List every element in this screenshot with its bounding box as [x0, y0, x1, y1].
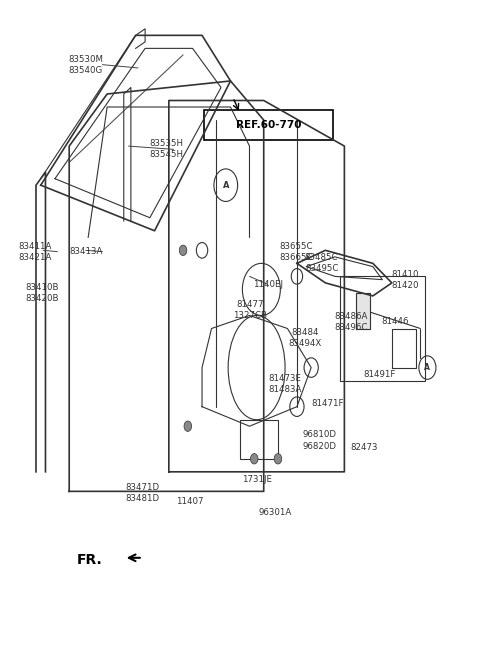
Text: 83413A: 83413A — [69, 247, 103, 256]
Text: 83471D
83481D: 83471D 83481D — [126, 483, 160, 503]
Circle shape — [274, 453, 282, 464]
Circle shape — [184, 421, 192, 432]
Text: 83530M
83540G: 83530M 83540G — [68, 55, 103, 75]
Text: 81471F: 81471F — [312, 399, 344, 408]
Text: 96810D
96820D: 96810D 96820D — [303, 430, 336, 451]
Text: 1140EJ: 1140EJ — [252, 280, 283, 288]
Circle shape — [251, 453, 258, 464]
Text: FR.: FR. — [76, 553, 102, 567]
Text: 83486A
83496C: 83486A 83496C — [335, 312, 368, 332]
Text: 81491F: 81491F — [364, 370, 396, 378]
Text: 96301A: 96301A — [259, 508, 292, 516]
Text: 81477
1327CB: 81477 1327CB — [233, 300, 267, 321]
Text: 83485C
83495C: 83485C 83495C — [305, 254, 338, 273]
Text: 83410B
83420B: 83410B 83420B — [25, 283, 59, 303]
Text: 11407: 11407 — [177, 497, 204, 506]
Text: 83655C
83665C: 83655C 83665C — [279, 242, 313, 261]
Text: 81473E
81483A: 81473E 81483A — [268, 374, 302, 394]
Text: A: A — [223, 181, 229, 190]
Text: 83535H
83545H: 83535H 83545H — [149, 139, 183, 160]
Text: 83411A
83421A: 83411A 83421A — [18, 242, 52, 261]
Text: 82473: 82473 — [350, 443, 378, 451]
Text: 81446: 81446 — [382, 317, 409, 327]
Text: 83484
83494X: 83484 83494X — [289, 328, 322, 348]
Text: REF.60-770: REF.60-770 — [236, 120, 301, 129]
Circle shape — [179, 245, 187, 256]
Text: 1731JE: 1731JE — [241, 475, 272, 484]
Text: 81410
81420: 81410 81420 — [391, 269, 419, 290]
Text: A: A — [424, 363, 431, 372]
